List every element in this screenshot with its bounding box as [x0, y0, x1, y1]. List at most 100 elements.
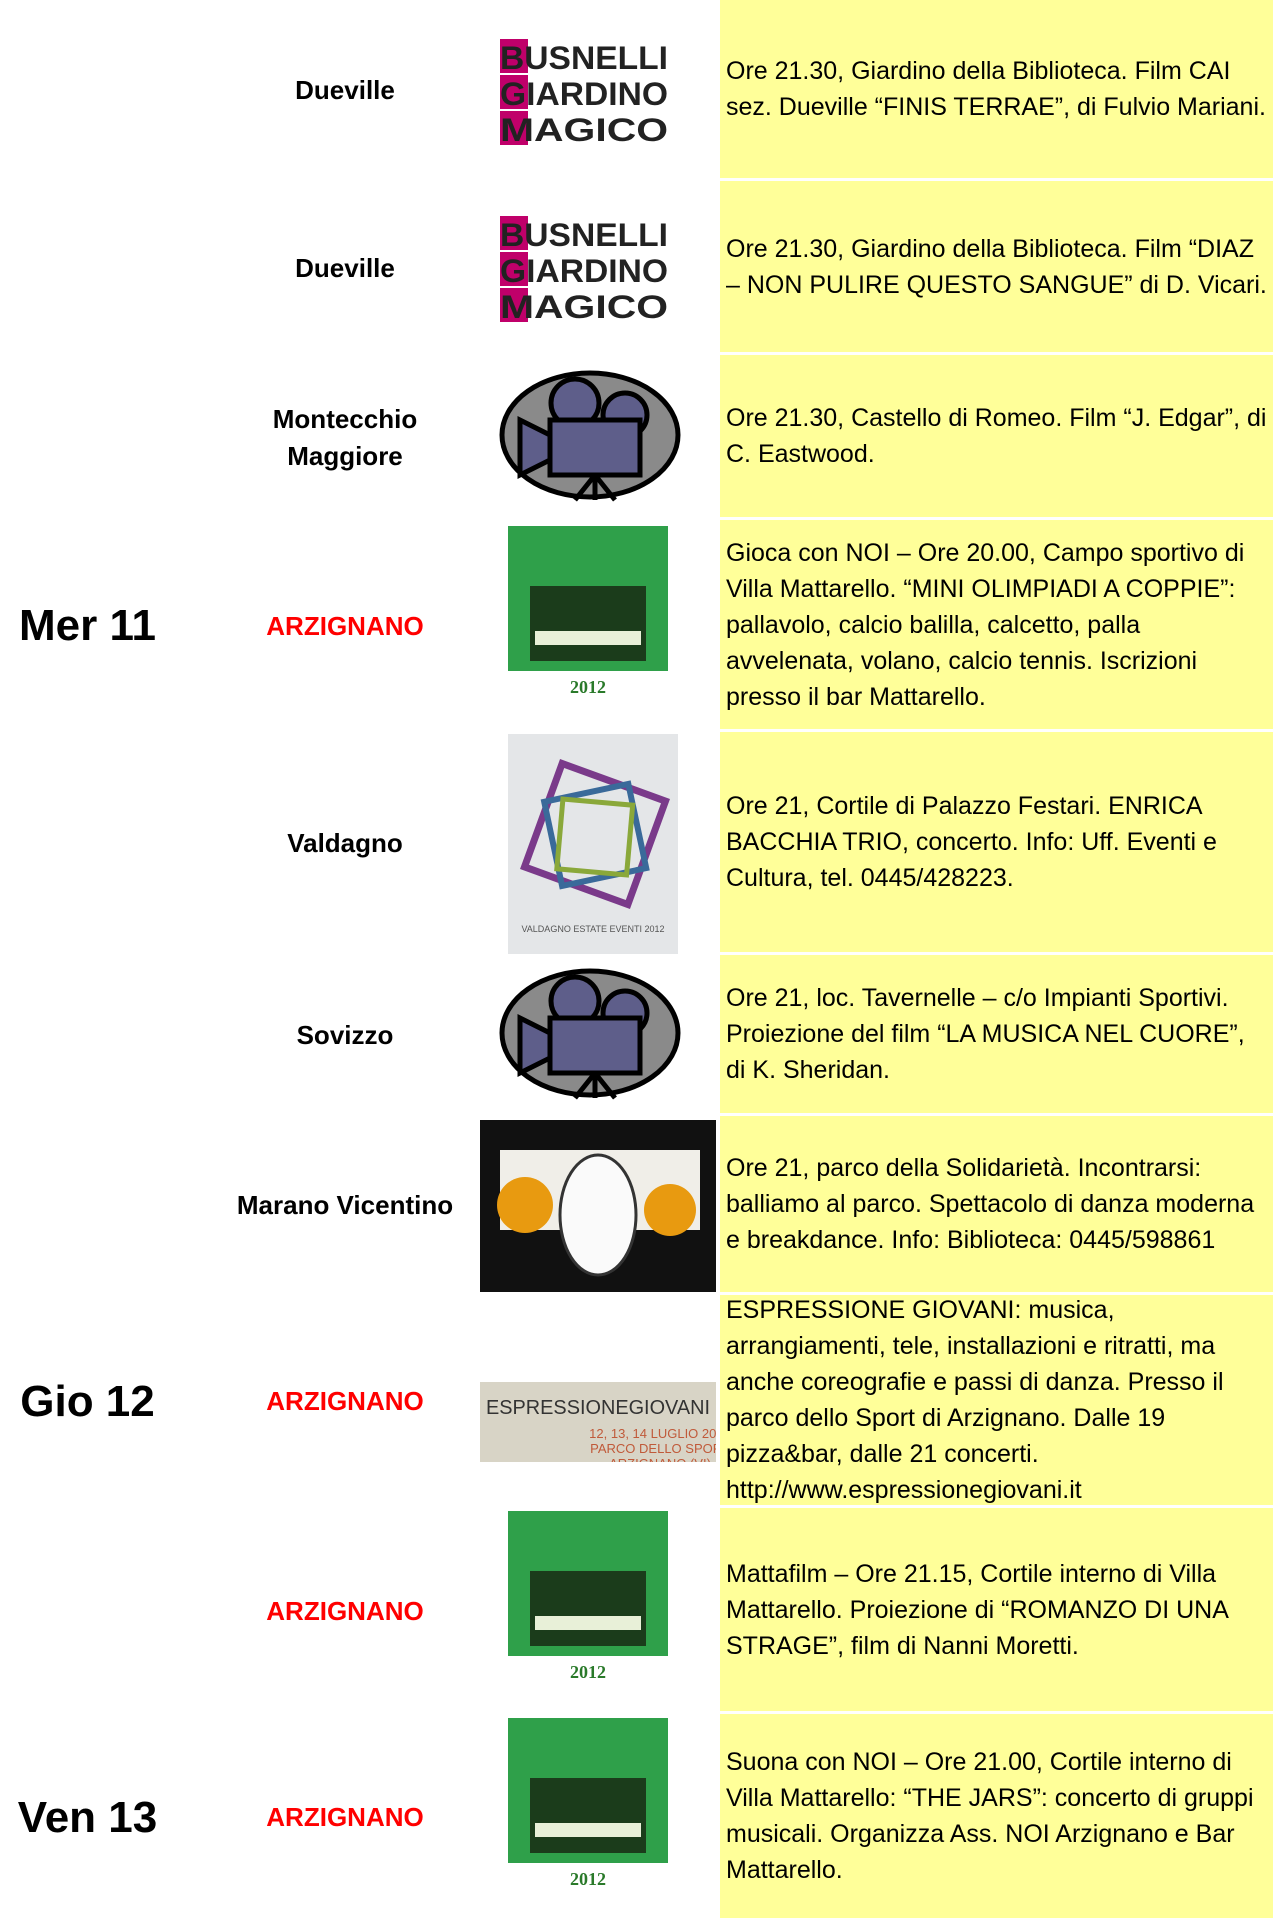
- logo-text: GIARDINO: [500, 76, 668, 112]
- event-row: Marano Vicentino Ore 21, parco della Soli…: [0, 1116, 1273, 1295]
- event-row: Montecchio Maggiore Ore 21.30, Castello d…: [0, 355, 1273, 520]
- logo-text: 12, 13, 14 LUGLIO 2012: [589, 1426, 716, 1441]
- logo-shape: [573, 1071, 617, 1100]
- description: Ore 21, parco della Solidarietà. Incontr…: [720, 1116, 1273, 1292]
- logo-text: MAGICO: [500, 112, 668, 148]
- description-text: Ore 21.30, Giardino della Biblioteca. Fi…: [726, 57, 1266, 121]
- event-row: Gio 12 ARZIGNANO ESPRESSIONEGIOVANI 12, 13,…: [0, 1295, 1273, 1508]
- logo-text: BUSNELLI: [500, 40, 668, 76]
- event-image: 2012: [480, 1714, 716, 1921]
- logo-shape: [530, 1571, 646, 1646]
- description: Ore 21.30, Giardino della Biblioteca. Fi…: [720, 181, 1273, 352]
- logo: 2012: [508, 526, 668, 726]
- description: Mattafilm – Ore 21.15, Cortile interno d…: [720, 1508, 1273, 1711]
- description-text: Ore 21.30, Giardino della Biblioteca. Fi…: [726, 234, 1267, 299]
- logo-shape: [508, 1862, 668, 1918]
- event-row: Valdagno VALDAGNO ESTATE EVENTI 2012 Ore 2…: [0, 732, 1273, 955]
- description: Suona con NOI – Ore 21.00, Cortile inter…: [720, 1714, 1273, 1918]
- logo-shape: [480, 1381, 716, 1462]
- logo-shape: [500, 74, 528, 109]
- logo-shape: [517, 415, 553, 480]
- logo: [480, 1119, 716, 1292]
- event-image: [480, 355, 716, 520]
- logo-shape: [500, 288, 528, 322]
- logo: [499, 370, 681, 502]
- description-text: Ore 21, parco della Solidarietà. Incontr…: [726, 1154, 1255, 1254]
- logo-text: ESPRESSIONEGIOVANI: [486, 1397, 710, 1419]
- logo-shape: [500, 110, 528, 145]
- place: Montecchio Maggiore: [272, 403, 418, 471]
- event-image: VALDAGNO ESTATE EVENTI 2012: [480, 732, 716, 955]
- description-text: Ore 21, loc. Tavernelle – c/o Impianti S…: [726, 984, 1245, 1084]
- place: ARZIGNANO: [266, 1595, 424, 1626]
- description-text: Ore 21, Cortile di Palazzo Festari. ENRI…: [726, 792, 1217, 892]
- day: Ven 13: [17, 1792, 158, 1842]
- description-text: Gioca con NOI – Ore 20.00, Campo sportiv…: [726, 538, 1245, 711]
- event-image: BUSNELLI GIARDINO MAGICO: [480, 0, 716, 181]
- logo-text: 2012: [570, 1662, 606, 1682]
- event-row: Ven 13 ARZIGNANO 2012 Suona con NOI – Ore 2…: [0, 1714, 1273, 1921]
- logo-shape: [500, 38, 528, 73]
- logo-shape: [508, 671, 668, 726]
- event-image: BUSNELLI GIARDINO MAGICO: [480, 181, 716, 355]
- logo-shape: [530, 586, 646, 661]
- logo-shape: [517, 1013, 553, 1078]
- logo-shape: [644, 1183, 696, 1236]
- logo: VALDAGNO ESTATE EVENTI 2012: [508, 733, 678, 954]
- logo-shape: [558, 1153, 638, 1276]
- event-row: ARZIGNANO 2012 Mattafilm – Ore 21.15, Cort…: [0, 1508, 1273, 1714]
- logo-text: MAGICO: [500, 289, 668, 325]
- logo: [499, 968, 681, 1100]
- place: ARZIGNANO: [266, 1386, 424, 1416]
- logo-shape: [500, 252, 528, 286]
- logo-shape: [497, 1176, 553, 1233]
- logo-text: PARCO DELLO SPORT: [590, 1441, 716, 1456]
- logo-text: 2012: [570, 1869, 606, 1889]
- logo: 2012: [508, 1717, 668, 1918]
- logo-shape: [573, 473, 617, 502]
- event-image: 2012: [480, 1508, 716, 1714]
- event-row: Dueville BUSNELLI GIARDINO MAGICO Ore 21.30,…: [0, 0, 1273, 181]
- description: Ore 21, loc. Tavernelle – c/o Impianti S…: [720, 955, 1273, 1113]
- description: Ore 21.30, Giardino della Biblioteca. Fi…: [720, 0, 1273, 178]
- logo-shape: [500, 216, 528, 250]
- place: Dueville: [295, 75, 395, 105]
- description: ESPRESSIONE GIOVANI: musica, arrangiamen…: [720, 1295, 1273, 1505]
- logo-text: GIARDINO: [500, 253, 668, 289]
- logo-shape: [554, 795, 636, 878]
- logo-shape: [547, 417, 643, 478]
- description-text: ESPRESSIONE GIOVANI: musica, arrangiamen…: [726, 1296, 1224, 1504]
- logo-text: ARZIGNANO (VI): [609, 1456, 711, 1462]
- place: Sovizzo: [296, 1020, 394, 1050]
- event-image: [480, 1116, 716, 1295]
- logo-text: BUSNELLI: [500, 217, 668, 253]
- event-row: Dueville BUSNELLI GIARDINO MAGICO Ore 21.30,…: [0, 181, 1273, 355]
- day: Mer 11: [19, 601, 156, 650]
- event-image: ESPRESSIONEGIOVANI 12, 13, 14 LUGLIO 2012…: [480, 1295, 716, 1508]
- description: Ore 21, Cortile di Palazzo Festari. ENRI…: [720, 732, 1273, 952]
- event-image: 2012: [480, 520, 716, 732]
- logo-shape: [547, 1015, 643, 1076]
- event-row: Mer 11 ARZIGNANO 2012 Gioca con NOI – Ore 2…: [0, 520, 1273, 732]
- logo-shape: [540, 779, 650, 890]
- place: Valdagno: [287, 828, 403, 858]
- place: ARZIGNANO: [266, 610, 424, 641]
- day: Gio 12: [20, 1376, 155, 1426]
- logo: 2012: [508, 1511, 668, 1711]
- logo: ESPRESSIONEGIOVANI 12, 13, 14 LUGLIO 2012…: [480, 1381, 716, 1462]
- description: Ore 21.30, Castello di Romeo. Film “J. E…: [720, 355, 1273, 517]
- logo-shape: [508, 1656, 668, 1711]
- description: Gioca con NOI – Ore 20.00, Campo sportiv…: [720, 520, 1273, 729]
- logo-text: VALDAGNO ESTATE EVENTI 2012: [521, 924, 664, 934]
- logo-shape: [535, 631, 641, 645]
- event-image: [480, 955, 716, 1116]
- place: Marano Vicentino: [236, 1190, 454, 1220]
- logo-shape: [535, 1822, 641, 1837]
- logo-shape: [530, 1777, 646, 1853]
- place: ARZIGNANO: [266, 1802, 424, 1832]
- logo-text: 2012: [570, 677, 606, 697]
- logo-shape: [535, 1616, 641, 1630]
